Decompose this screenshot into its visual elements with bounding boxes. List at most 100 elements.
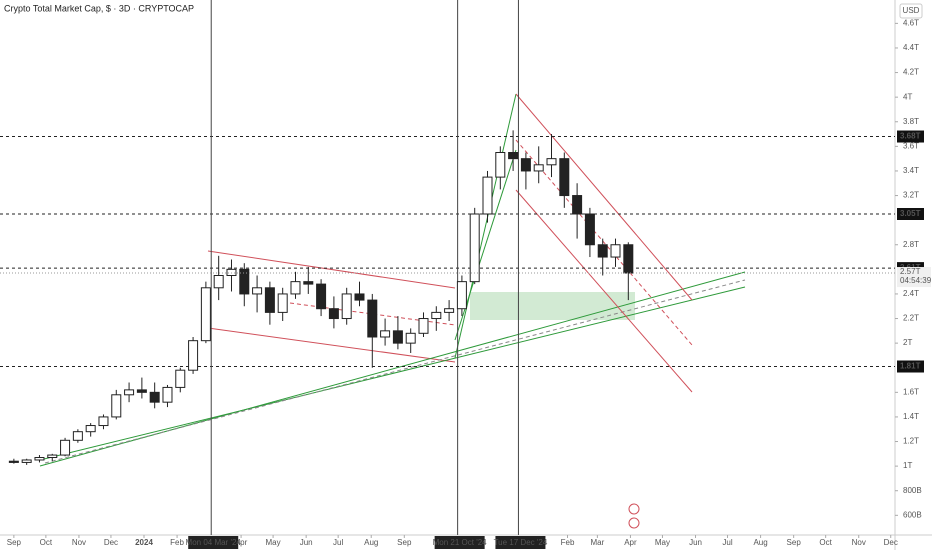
candle-body <box>85 425 96 433</box>
price-line-label: 3.68T <box>900 132 921 141</box>
x-tick-label: 2024 <box>135 538 153 547</box>
candle-body <box>21 459 32 463</box>
fall-channel <box>515 189 693 393</box>
y-tick-label: 2.2T <box>903 314 919 323</box>
candle-body <box>290 281 301 295</box>
x-tick-label: Feb <box>561 538 575 547</box>
candle-body <box>34 457 45 461</box>
candle-body <box>213 274 224 289</box>
price-line-label: 1.81T <box>900 362 921 371</box>
candle-body <box>72 431 83 441</box>
x-tick-label: Jul <box>333 538 343 547</box>
x-tick-label: Aug <box>753 538 767 547</box>
candle-body <box>303 281 314 285</box>
x-tick-label: Oct <box>40 538 53 547</box>
candle-body <box>328 308 339 320</box>
y-tick-label: 600B <box>903 510 922 519</box>
candle-body <box>111 394 122 418</box>
candle-body <box>431 311 442 320</box>
y-tick-label: 4T <box>903 92 912 101</box>
marker-tag <box>495 536 546 549</box>
x-tick-label: Sep <box>397 538 412 547</box>
marker-label: Mon 04 Mar '24 <box>186 538 242 547</box>
y-tick-label: 1T <box>903 461 912 470</box>
candle-body <box>98 416 109 427</box>
y-tick-label: 4.6T <box>903 18 919 27</box>
candle-body <box>520 158 531 172</box>
x-tick-label: Jul <box>722 538 732 547</box>
candle-body <box>316 283 327 310</box>
x-tick-label: Dec <box>884 538 898 547</box>
x-tick-label: Nov <box>72 538 86 547</box>
candle-body <box>610 244 621 258</box>
y-tick-label: 4.2T <box>903 68 919 77</box>
y-tick-label: 4.4T <box>903 43 919 52</box>
currency-box[interactable] <box>899 3 923 19</box>
fall-mid <box>515 139 693 346</box>
y-tick-label: 3.6T <box>903 141 919 150</box>
candle-body <box>226 268 237 276</box>
candle-body <box>597 244 608 258</box>
x-tick-label: Aug <box>364 538 378 547</box>
candle-body <box>188 340 199 371</box>
candle-body <box>572 195 583 215</box>
candle-body <box>200 287 211 342</box>
price-line-label: 3.05T <box>900 209 921 218</box>
x-tick-label: Apr <box>624 538 637 547</box>
last-price-label: 2.57T <box>900 267 921 276</box>
currency-label[interactable]: USD <box>903 6 920 15</box>
x-tick-label: Sep <box>7 538 22 547</box>
y-tick-label: 2.4T <box>903 289 919 298</box>
x-tick-label: May <box>266 538 281 547</box>
candle-body <box>149 391 160 403</box>
candle-body <box>546 158 557 166</box>
candle-body <box>584 213 595 246</box>
candle-body <box>508 152 519 160</box>
candle-body <box>124 389 135 396</box>
marker-tag <box>188 536 239 549</box>
x-tick-label: May <box>655 538 670 547</box>
demand-zone <box>470 292 635 320</box>
y-tick-label: 2.8T <box>903 240 919 249</box>
candle-body <box>444 308 455 313</box>
candle-body <box>175 369 186 388</box>
trend-line <box>39 271 746 467</box>
candle-body <box>623 244 634 274</box>
candle-body <box>559 158 570 197</box>
event-icon[interactable] <box>628 503 640 515</box>
y-tick-label: 800B <box>903 486 922 495</box>
candle-body <box>277 293 288 313</box>
candle-body <box>341 293 352 320</box>
x-tick-label: Oct <box>819 538 832 547</box>
candle-body <box>252 287 263 295</box>
candle-body <box>482 176 493 215</box>
candle-body <box>8 460 19 463</box>
last-price-tag <box>897 267 931 288</box>
fall-channel <box>515 93 693 301</box>
candle-body <box>469 213 480 283</box>
channel-line <box>207 327 456 363</box>
x-tick-label: Sep <box>787 538 802 547</box>
chart-title: Crypto Total Market Cap, $ · 3D · CRYPTO… <box>4 3 194 13</box>
x-tick-label: Jun <box>300 538 313 547</box>
trend-mid <box>44 279 746 464</box>
candle-body <box>392 330 403 344</box>
x-tick-label: Apr <box>235 538 248 547</box>
y-tick-label: 3.4T <box>903 166 919 175</box>
x-tick-label: Mar <box>590 538 604 547</box>
candle-body <box>136 389 147 393</box>
wedge-line <box>454 93 517 359</box>
y-tick-label: 1.4T <box>903 412 919 421</box>
candle-body <box>456 281 467 310</box>
channel-line <box>207 250 456 289</box>
x-tick-label: Nov <box>852 538 866 547</box>
marker-label: Mon 21 Oct '24 <box>433 538 488 547</box>
price-line-tag <box>897 360 924 373</box>
drawings <box>39 93 746 529</box>
countdown: 04:54:39 <box>900 276 932 285</box>
y-tick-label: 1.6T <box>903 387 919 396</box>
event-icon[interactable] <box>628 517 640 529</box>
candle-body <box>239 268 250 295</box>
